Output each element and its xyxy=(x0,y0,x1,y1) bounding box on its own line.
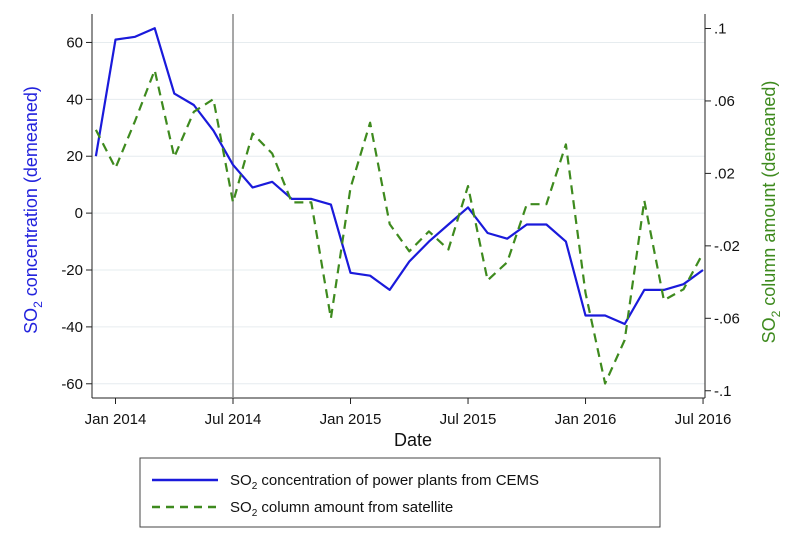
tick-labels: 60 40 20 0 -20 -40 -60 .1 .06 .02 -.02 -.06 -.1 Jan 2… xyxy=(61,20,740,428)
left-tick-label: -40 xyxy=(61,319,83,336)
x-tick-label: Jul 2014 xyxy=(205,411,262,428)
left-tick-label: 60 xyxy=(66,34,83,51)
right-tick-label: -.1 xyxy=(714,383,732,400)
legend: SO2 concentration of power plants from C… xyxy=(139,457,661,528)
left-tick-label: 0 xyxy=(75,205,83,222)
right-tick-label: .06 xyxy=(714,93,735,110)
right-tick-label: -.02 xyxy=(714,238,740,255)
data-lines xyxy=(94,27,704,385)
right-tick-label: .1 xyxy=(714,20,727,37)
x-tick-label: Jan 2015 xyxy=(320,411,382,428)
left-tick-label: -60 xyxy=(61,376,83,393)
left-y-axis-title: SO2 concentration (demeaned) xyxy=(21,86,45,334)
left-tick-label: 40 xyxy=(66,91,83,108)
series-line-satellite xyxy=(94,69,704,385)
right-tick-label: .02 xyxy=(714,165,735,182)
gridlines xyxy=(92,41,705,385)
right-tick-label: -.06 xyxy=(714,310,740,327)
left-tick-label: 20 xyxy=(66,148,83,165)
left-tick-label: -20 xyxy=(61,262,83,279)
x-tick-label: Jan 2014 xyxy=(85,411,147,428)
x-tick-label: Jan 2016 xyxy=(555,411,617,428)
x-tick-label: Jul 2015 xyxy=(440,411,497,428)
axes xyxy=(86,14,711,404)
legend-label-cems: SO2 concentration of power plants from C… xyxy=(230,472,539,492)
x-tick-label: Jul 2016 xyxy=(675,411,732,428)
legend-label-satellite: SO2 column amount from satellite xyxy=(230,499,453,519)
legend-box xyxy=(139,457,661,528)
right-y-axis-title: SO2 column amount (demeaned) xyxy=(759,81,783,344)
x-axis-title: Date xyxy=(394,430,432,450)
